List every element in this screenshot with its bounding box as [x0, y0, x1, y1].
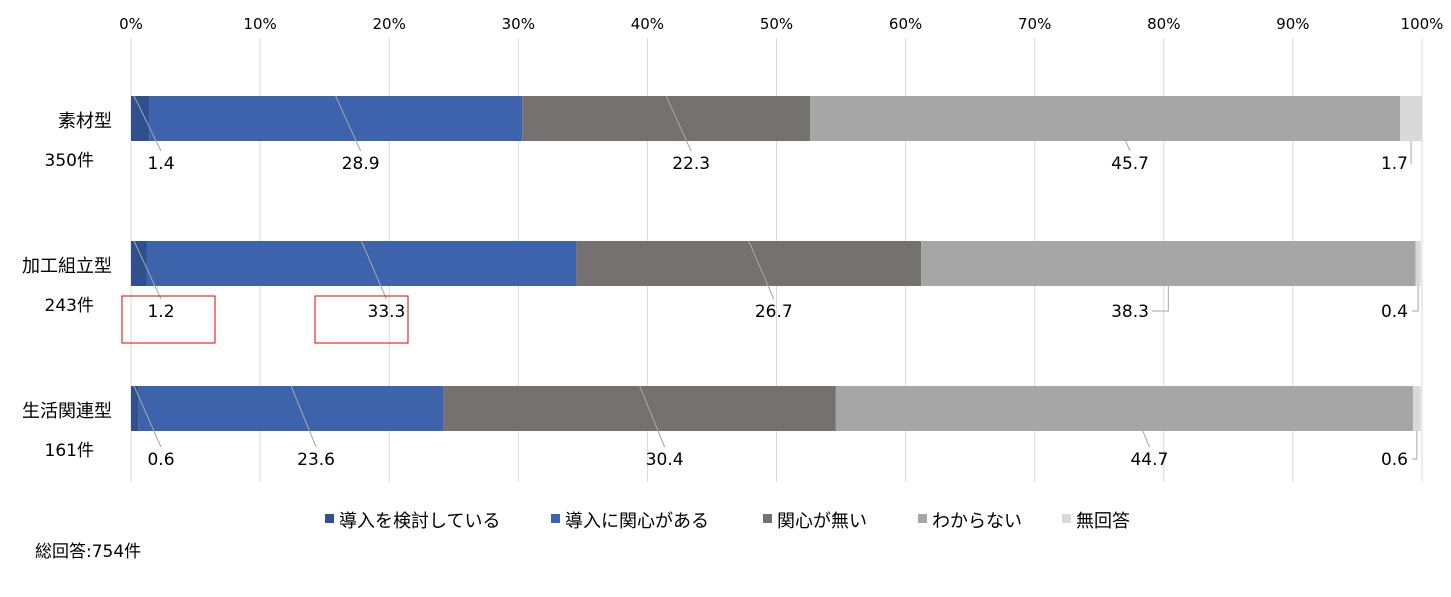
data-label: 0.6 [147, 450, 174, 470]
data-label: 44.7 [1130, 450, 1168, 470]
x-tick-label: 100% [1401, 15, 1444, 33]
legend-label: 関心が無い [777, 511, 867, 532]
data-label: 0.6 [1381, 450, 1408, 470]
bar-segment [1400, 96, 1422, 141]
bar-segment [522, 96, 811, 141]
data-label: 45.7 [1111, 154, 1149, 174]
bar-segment [921, 241, 1416, 286]
x-tick-label: 20% [373, 15, 406, 33]
bar-segment [149, 96, 523, 141]
x-axis-ticks: 0% 10% 20% 30% 40% 50% 60% 70% 80% 90% 100% [119, 15, 1443, 33]
leader-line [133, 385, 162, 448]
x-tick-label: 30% [502, 15, 535, 33]
leader-line [748, 240, 775, 300]
bar-segment [1412, 386, 1421, 431]
x-tick-label: 90% [1276, 15, 1309, 33]
bar-segment [131, 96, 150, 141]
leader-line [133, 240, 162, 300]
bar-segment [443, 386, 836, 431]
bar-segment [810, 96, 1401, 141]
leader-line [133, 95, 162, 152]
bar-segment [131, 241, 147, 286]
data-label: 23.6 [297, 450, 335, 470]
data-label: 26.7 [755, 302, 793, 322]
bar-segment [131, 386, 139, 431]
legend-label: わからない [932, 511, 1022, 532]
category-label: 生活関連型 [22, 401, 112, 422]
data-label: 33.3 [368, 302, 406, 322]
x-tick-label: 10% [243, 15, 276, 33]
leader-line [1410, 141, 1412, 164]
legend-label: 導入に関心がある [565, 511, 709, 532]
highlight-box [121, 295, 216, 344]
leader-line [335, 95, 362, 152]
data-label: 30.4 [646, 450, 684, 470]
legend-swatch [551, 514, 560, 523]
bar-segment [138, 386, 444, 431]
leader-line [639, 385, 666, 448]
x-tick-label: 70% [1018, 15, 1051, 33]
data-label: 1.7 [1381, 154, 1408, 174]
x-tick-label: 60% [889, 15, 922, 33]
bar-segment [835, 386, 1413, 431]
category-label: 素材型 [58, 111, 112, 132]
category-count: 161件 [45, 441, 94, 461]
legend-swatch [325, 514, 334, 523]
data-label: 0.4 [1381, 302, 1408, 322]
bar-segment [1415, 241, 1421, 286]
bar-segment [576, 241, 922, 286]
data-labels: 1.4 28.9 22.3 45.7 1.7 1.2 33.3 26.7 38.3 0.4 0.6 2… [147, 154, 1408, 470]
x-tick-label: 80% [1147, 15, 1180, 33]
category-count: 243件 [45, 296, 94, 316]
total-responses-note: 総回答:754件 [35, 542, 141, 562]
leader-line [290, 385, 317, 448]
x-tick-label: 40% [631, 15, 664, 33]
data-label: 22.3 [672, 154, 710, 174]
x-tick-label: 50% [760, 15, 793, 33]
x-tick-label: 0% [119, 15, 143, 33]
data-label: 28.9 [342, 154, 380, 174]
legend-swatch [1062, 514, 1071, 523]
leader-line [1104, 95, 1131, 152]
legend-label: 導入を検討している [339, 511, 500, 532]
data-label: 1.4 [147, 154, 174, 174]
legend-swatch [763, 514, 772, 523]
legend: 導入を検討している 導入に関心がある 関心が無い わからない 無回答 [325, 511, 1130, 532]
leader-line [665, 95, 692, 152]
legend-swatch [918, 514, 927, 523]
bar-segment [146, 241, 577, 286]
category-label: 加工組立型 [22, 256, 112, 277]
legend-label: 無回答 [1076, 511, 1130, 532]
highlight-boxes [121, 295, 409, 344]
leader-line [1123, 385, 1150, 448]
category-count: 350件 [45, 151, 94, 171]
highlight-box [314, 295, 409, 344]
leader-line [1412, 286, 1419, 312]
bars [131, 96, 1422, 431]
leader-line [1412, 431, 1418, 460]
data-label: 1.2 [147, 302, 174, 322]
leader-line [1152, 286, 1169, 312]
leader-line [360, 240, 387, 300]
leader-lines [133, 95, 1419, 460]
data-label: 38.3 [1111, 302, 1149, 322]
